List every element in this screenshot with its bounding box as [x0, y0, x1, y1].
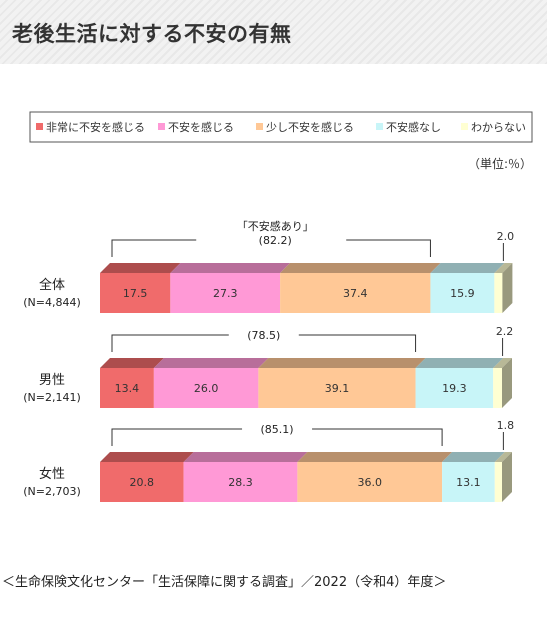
bar-segment — [430, 273, 495, 313]
bar-segment-top — [100, 358, 164, 368]
bar-segment-top — [100, 263, 181, 273]
value-label: 27.3 — [213, 287, 238, 300]
bracket-value: (85.1) — [261, 423, 294, 436]
bar-segment — [442, 462, 495, 502]
bar-segment — [493, 368, 502, 408]
category-labels: 全体 (N=4,844) 男性 (N=2,141) 女性 (N=2,703) — [23, 277, 81, 498]
bar-segment — [297, 462, 443, 502]
bar-segment-top — [494, 263, 513, 273]
legend-label: 少し不安を感じる — [266, 120, 354, 134]
value-label: 20.8 — [130, 476, 155, 489]
bar-segment — [258, 368, 416, 408]
bar-segment — [494, 462, 502, 502]
value-label: 26.0 — [194, 382, 219, 395]
legend-label: 不安感なし — [386, 120, 441, 134]
bar-segment — [100, 368, 154, 408]
bar-segment — [415, 368, 494, 408]
category-label: 女性 — [39, 466, 65, 482]
legend-label: わからない — [471, 121, 526, 134]
value-label: 1.8 — [497, 419, 515, 432]
bar-segment-top — [430, 263, 505, 273]
bar-segment-top — [494, 452, 512, 462]
bar-side — [502, 452, 512, 502]
category-label: 全体 — [39, 277, 65, 293]
page-title: 老後生活に対する不安の有無 — [12, 22, 292, 46]
bar-segment-top — [415, 358, 504, 368]
value-label: 39.1 — [325, 382, 350, 395]
legend-label: 非常に不安を感じる — [46, 120, 145, 134]
header-banner: 老後生活に対する不安の有無 — [0, 0, 547, 64]
bar-segment — [100, 462, 184, 502]
bar-segment — [100, 273, 171, 313]
bar-segment — [280, 273, 431, 313]
bar-segment-top — [297, 452, 453, 462]
bracket-right — [312, 428, 443, 446]
unit-label: （単位:％） — [468, 156, 532, 171]
legend: 非常に不安を感じる 不安を感じる 少し不安を感じる 不安感なし わからない — [36, 120, 526, 134]
bar-segment — [183, 462, 298, 502]
bar-side — [502, 358, 512, 408]
category-n-label: (N=4,844) — [23, 296, 81, 309]
bar-segment-top — [153, 358, 269, 368]
legend-box — [29, 111, 533, 143]
bar-segment-top — [258, 358, 426, 368]
bar-segment-top — [183, 452, 308, 462]
value-label: 36.0 — [357, 476, 382, 489]
category-n-label: (N=2,703) — [23, 485, 81, 498]
value-label: 2.0 — [497, 230, 515, 243]
stacked-bar-chart: 非常に不安を感じる 不安を感じる 少し不安を感じる 不安感なし わからない （単位:％）… — [23, 111, 533, 502]
bracket-right — [298, 334, 417, 352]
value-label: 17.5 — [123, 287, 148, 300]
bar-side — [502, 263, 513, 313]
brackets: 「不安感あり」(82.2) (78.5) (85.1) — [111, 219, 443, 446]
bar-segment — [170, 273, 281, 313]
value-label: 28.3 — [228, 476, 253, 489]
value-label: 2.2 — [496, 325, 514, 338]
bar-segment — [494, 273, 503, 313]
bar-segment-top — [493, 358, 512, 368]
bars: 17.5 27.3 37.4 15.9 2.0 13.4 26.0 39.1 19.3 2.2 20… — [100, 230, 514, 502]
legend-swatch — [376, 123, 383, 130]
legend-label: 不安を感じる — [168, 120, 234, 134]
bracket-right — [346, 239, 431, 257]
value-label: 19.3 — [442, 382, 467, 395]
legend-swatch — [36, 123, 43, 130]
bar-segment-top — [170, 263, 291, 273]
bracket-left — [111, 239, 197, 257]
bar-segment-top — [442, 452, 505, 462]
bracket-left — [111, 428, 243, 446]
legend-swatch — [256, 123, 263, 130]
value-label: 13.1 — [456, 476, 481, 489]
value-label: 15.9 — [450, 287, 475, 300]
value-label: 13.4 — [115, 382, 140, 395]
legend-swatch — [158, 123, 165, 130]
bar-segment-top — [280, 263, 441, 273]
bar-segment-top — [100, 452, 194, 462]
source-note: ＜生命保険文化センター「生活保障に関する調査」／2022（令和4）年度＞ — [2, 575, 447, 590]
bracket-value: (78.5) — [247, 329, 280, 342]
category-label: 男性 — [39, 373, 65, 388]
bracket-left — [111, 334, 229, 352]
legend-swatch — [461, 123, 468, 130]
value-label: 37.4 — [343, 287, 368, 300]
category-n-label: (N=2,141) — [23, 391, 81, 404]
bar-segment — [153, 368, 259, 408]
bracket-value: (82.2) — [259, 234, 292, 247]
bracket-title: 「不安感あり」 — [237, 219, 314, 233]
